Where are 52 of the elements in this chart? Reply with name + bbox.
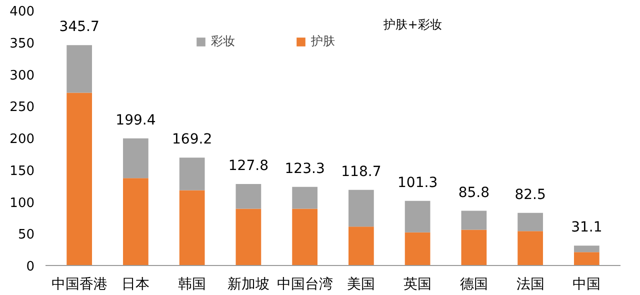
bar [123, 138, 148, 178]
x-tick-label: 中国 [572, 276, 601, 292]
x-tick-label: 美国 [347, 276, 376, 292]
total-label: 82.5 [514, 186, 546, 203]
x-tick-label: 法国 [516, 276, 544, 292]
annotation: 护肤+彩妆 [382, 18, 442, 32]
bar [123, 178, 148, 266]
legend-label: 彩妆 [211, 33, 235, 50]
legend-label: 护肤 [311, 33, 335, 50]
total-label: 123.3 [284, 160, 325, 177]
bar [461, 230, 487, 266]
bar [404, 232, 430, 266]
x-tick-label: 德国 [460, 276, 488, 292]
total-label: 85.8 [458, 184, 490, 201]
x-tick-label: 新加坡 [227, 276, 270, 292]
y-tick-label: 350 [10, 36, 35, 52]
total-label: 31.1 [571, 220, 602, 236]
bar [179, 158, 205, 190]
bar [179, 190, 205, 266]
y-tick-label: 250 [10, 100, 35, 116]
bar [461, 210, 487, 230]
bar [518, 212, 543, 232]
bar [518, 231, 543, 266]
total-label: 118.7 [341, 164, 382, 180]
y-tick-label: 150 [10, 164, 35, 179]
total-label: 101.3 [398, 174, 438, 191]
total-label: 199.4 [116, 112, 156, 128]
bar [574, 252, 600, 266]
bar [574, 246, 600, 252]
x-tick-label: 英国 [404, 276, 432, 292]
bar [236, 184, 262, 209]
bar [292, 186, 318, 209]
y-tick-label: 0 [26, 260, 35, 274]
x-tick-label: 日本 [122, 276, 150, 292]
y-tick-label: 400 [10, 4, 35, 20]
total-label: 345.7 [59, 19, 100, 36]
bar [236, 208, 262, 266]
bar [66, 92, 92, 266]
bar [348, 190, 374, 227]
bar [404, 200, 430, 232]
y-tick-label: 50 [18, 228, 35, 243]
y-tick-label: 300 [10, 68, 35, 84]
x-tick-label: 中国香港 [51, 276, 108, 292]
bar [292, 208, 318, 266]
total-label: 169.2 [172, 132, 212, 148]
y-tick-label: 200 [10, 132, 35, 147]
x-tick-label: 中国台湾 [276, 276, 333, 292]
bar [66, 45, 92, 93]
x-tick-label: 韩国 [178, 276, 206, 292]
bar [348, 226, 374, 266]
y-tick-label: 100 [10, 196, 35, 211]
total-label: 127.8 [228, 158, 268, 174]
